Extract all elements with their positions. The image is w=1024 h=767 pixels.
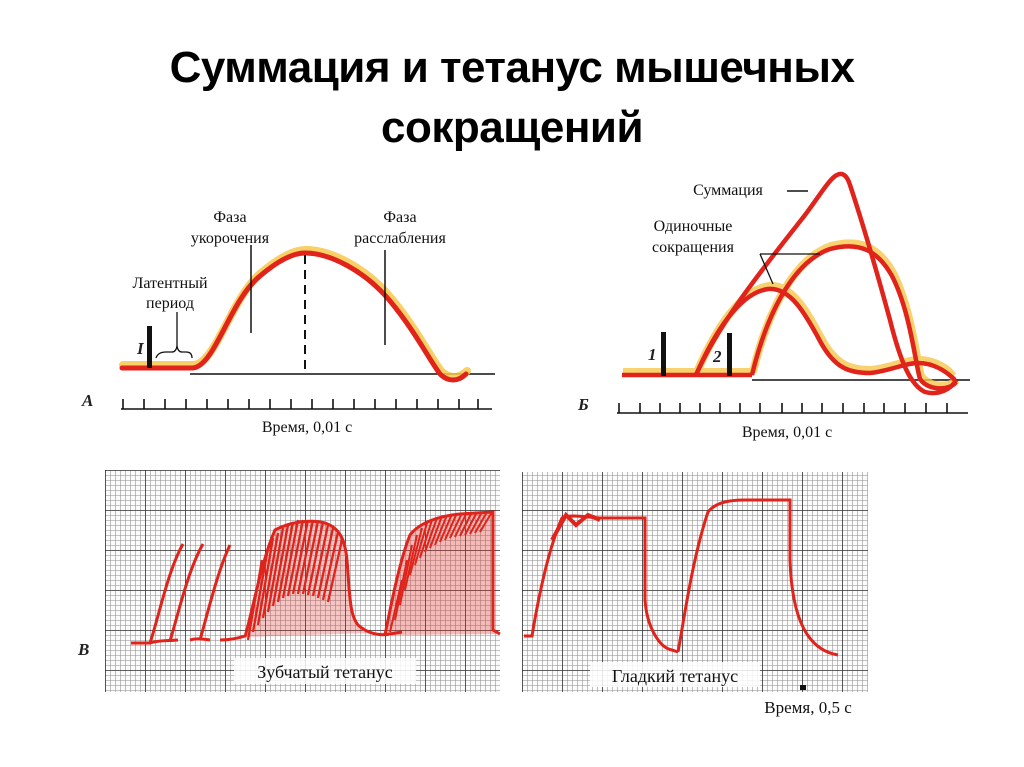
single-label-line1: Одиночные: [654, 218, 733, 235]
dentate-label-bg: [234, 658, 416, 684]
time-axis-b: [617, 403, 968, 414]
stimulus-marker: [147, 326, 152, 368]
stimulus-1-marker: [661, 332, 666, 376]
single-leader: [759, 253, 820, 285]
dentate-tetanus-2-trace: [383, 510, 501, 636]
time-axis-a-label: Время, 0,01 с: [262, 419, 352, 436]
relaxation-label-line1: Фаза: [383, 209, 416, 226]
panel-a-single-twitch: I Латентный период Фаза укорочения Фаза …: [81, 209, 495, 436]
time-axis-c-label: Время, 0,5 с: [764, 698, 852, 717]
twitch-curve: [119, 250, 469, 383]
dentate-label: Зубчатый тетанус: [257, 662, 392, 682]
single-label-line2: сокращения: [652, 239, 735, 256]
shortening-label-line2: укорочения: [191, 230, 270, 247]
stimulus-2-label: 2: [712, 347, 722, 366]
summation-curve: [693, 171, 959, 396]
time-scale-marker: [800, 685, 806, 690]
smooth-label: Гладкий тетанус: [612, 666, 738, 686]
panel-b-summation: 1 2 Суммация Одиночные сокращения Время,…: [577, 171, 970, 441]
latent-label-line1: Латентный: [132, 275, 208, 292]
grid-right: [522, 472, 868, 692]
latent-label-line2: период: [146, 295, 194, 312]
stimulus-2-marker: [727, 333, 732, 376]
time-axis-b-label: Время, 0,01 с: [742, 424, 832, 441]
dentate-tetanus-1-trace: [243, 519, 403, 641]
latent-brace: [155, 312, 193, 359]
summation-label: Суммация: [693, 182, 763, 199]
title-line-2: сокращений: [381, 103, 644, 152]
panel-c-tetanus: Зубчатый тетанус Гладкий тетанус Время, …: [77, 470, 868, 717]
time-axis-a: [121, 399, 492, 410]
twitch-curve-glow: [119, 245, 471, 381]
panel-a-letter: А: [81, 391, 93, 410]
panel-b-letter: Б: [577, 395, 589, 414]
grid-left: [105, 470, 500, 692]
slide-title: Суммация и тетанус мышечных сокращений: [0, 38, 1024, 158]
stimulus-label: I: [136, 339, 145, 358]
title-line-1: Суммация и тетанус мышечных: [169, 43, 855, 92]
smooth-label-bg: [590, 662, 760, 687]
smooth-tetanus-trace: [524, 498, 839, 657]
single-twitch-2-curve: [749, 244, 958, 391]
single-twitches-trace: [131, 543, 246, 645]
relaxation-label-line2: расслабления: [354, 230, 446, 247]
stimulus-1-label: 1: [648, 345, 657, 364]
panel-c-letter: В: [77, 640, 89, 659]
shortening-label-line1: Фаза: [213, 209, 246, 226]
